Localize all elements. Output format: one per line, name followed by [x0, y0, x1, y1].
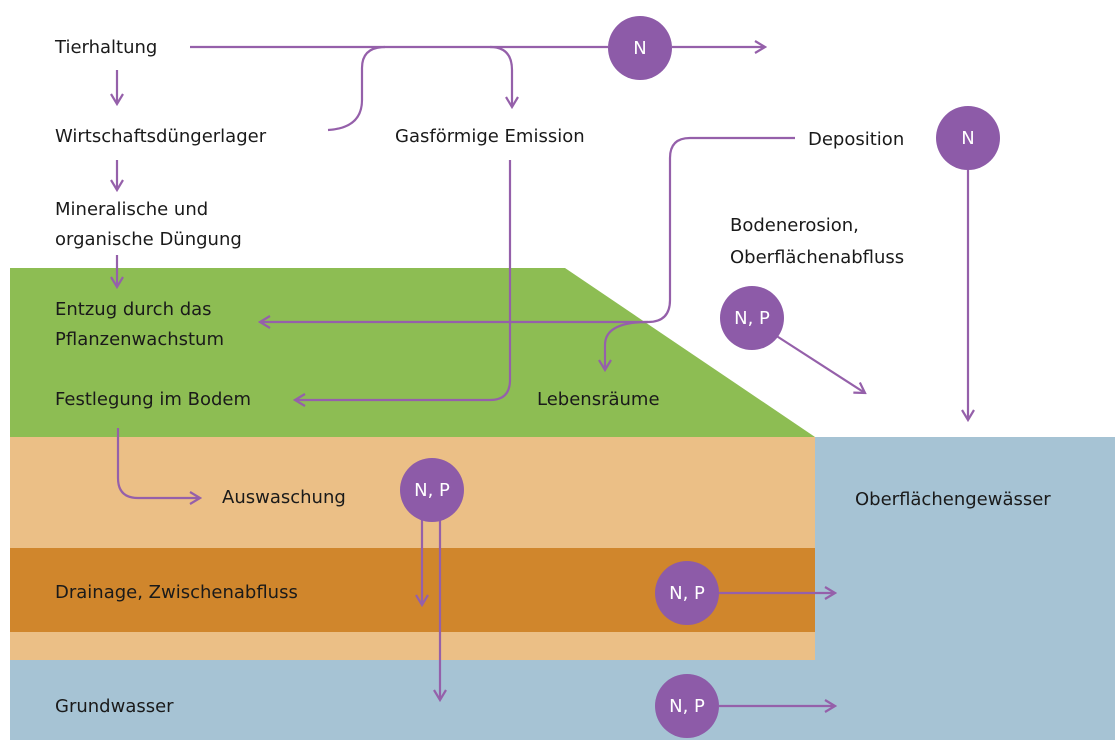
- label: Drainage, Zwischenabfluss: [55, 582, 298, 603]
- groundwater-layer: [10, 660, 1115, 740]
- label: Auswaschung: [222, 487, 346, 508]
- badge-label: N, P: [669, 583, 705, 604]
- label: Grundwasser: [55, 696, 174, 717]
- arrow: [328, 47, 385, 130]
- label: Oberflächenabfluss: [730, 247, 904, 268]
- badge-label: N: [633, 38, 646, 59]
- label: Mineralische und: [55, 199, 208, 220]
- badge-label: N: [961, 128, 974, 149]
- label: Wirtschaftsdüngerlager: [55, 126, 267, 147]
- arrow: [490, 47, 512, 107]
- label: Tierhaltung: [54, 37, 157, 58]
- label: Deposition: [808, 129, 904, 150]
- label: Pflanzenwachstum: [55, 329, 224, 350]
- label: Gasförmige Emission: [395, 126, 585, 147]
- label: Bodenerosion,: [730, 215, 859, 236]
- label: organische Düngung: [55, 229, 242, 250]
- badge-label: N, P: [414, 480, 450, 501]
- arrow: [775, 335, 865, 393]
- label: Festlegung im Bodem: [55, 389, 251, 410]
- badge-label: N, P: [734, 308, 770, 329]
- diagram: Tierhaltung Wirtschaftsdüngerlager Miner…: [0, 0, 1115, 740]
- topsoil: [10, 268, 815, 437]
- label: Oberflächengewässer: [855, 489, 1051, 510]
- label: Entzug durch das: [55, 299, 212, 320]
- label: Lebensräume: [537, 389, 660, 410]
- badge-label: N, P: [669, 696, 705, 717]
